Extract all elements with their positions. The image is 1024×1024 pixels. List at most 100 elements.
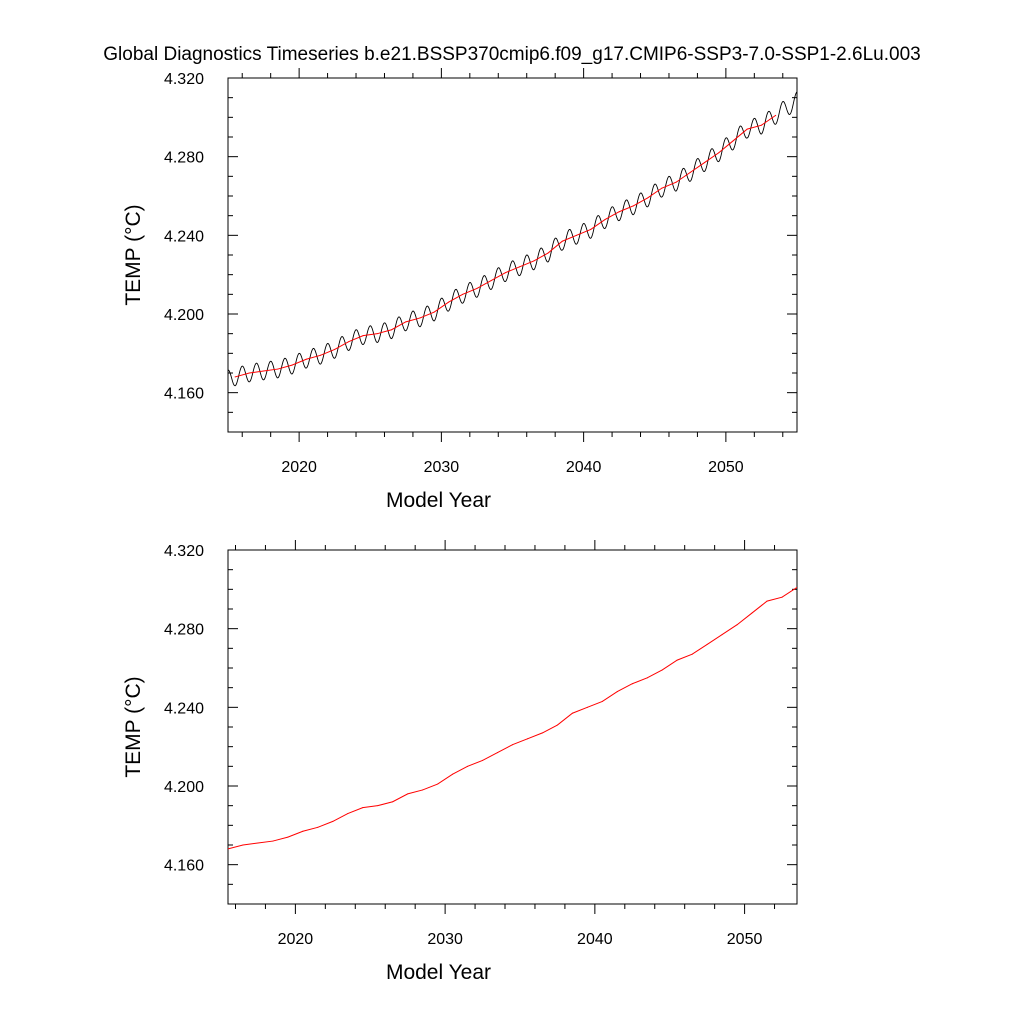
annual-mean-point <box>305 358 307 360</box>
annual-mean-point <box>601 700 603 702</box>
annual-mean-point <box>736 624 738 626</box>
y-tick-label: 4.200 <box>164 307 204 324</box>
annual-mean-point <box>433 311 435 313</box>
annual-mean-point <box>407 793 409 795</box>
y-tick-label: 4.240 <box>164 700 204 717</box>
annual-mean-point <box>647 197 649 199</box>
annual-mean-point <box>277 368 279 370</box>
x-tick-label: 2030 <box>424 459 460 476</box>
annual-mean-point <box>302 830 304 832</box>
annual-mean-point <box>526 738 528 740</box>
annual-mean-point <box>689 171 691 173</box>
annual-mean-point <box>362 807 364 809</box>
annual-mean-point <box>732 140 734 142</box>
annual-mean-point <box>519 266 521 268</box>
y-tick-label: 4.160 <box>164 386 204 403</box>
annual-mean-point <box>766 600 768 602</box>
annual-mean-point <box>467 765 469 767</box>
annual-mean-point <box>422 789 424 791</box>
x-tick-label: 2020 <box>281 459 317 476</box>
x-tick-label: 2040 <box>566 459 602 476</box>
annual-mean-point <box>347 813 349 815</box>
annual-mean-point <box>796 586 797 588</box>
annual-mean-point <box>482 759 484 761</box>
y-axis-label: TEMP (°C) <box>122 676 145 777</box>
y-axis-label: TEMP (°C) <box>122 204 145 305</box>
annual-mean-point <box>590 228 592 230</box>
series-group <box>228 91 797 387</box>
annual-mean-point <box>718 152 720 154</box>
x-tick-label: 2050 <box>708 459 744 476</box>
annual-mean-point <box>586 706 588 708</box>
y-tick-label: 4.320 <box>164 71 204 88</box>
x-tick-label: 2050 <box>727 931 763 948</box>
y-tick-label: 4.320 <box>164 543 204 560</box>
monthly-temp-line <box>228 91 797 387</box>
annual-mean-point <box>632 205 634 207</box>
annual-mean-point <box>319 354 321 356</box>
annual-mean-point <box>706 643 708 645</box>
annual-mean-point <box>646 677 648 679</box>
annual-mean-point <box>775 114 777 116</box>
annual-mean-line <box>234 114 776 378</box>
annual-mean-point <box>781 596 783 598</box>
annual-mean-point <box>497 752 499 754</box>
x-tick-label: 2040 <box>577 931 613 948</box>
annual-mean-point <box>631 683 633 685</box>
annual-mean-point <box>291 364 293 366</box>
annual-mean-point <box>447 301 449 303</box>
chart-panel-1: 4.160 4.200 4.240 4.280 4.320 2020 2030 2040 205… <box>122 68 798 512</box>
annual-mean-point <box>452 773 454 775</box>
y-tick-label: 4.280 <box>164 150 204 167</box>
annual-mean-point <box>490 280 492 282</box>
annual-mean-point <box>618 211 620 213</box>
annual-mean-point <box>376 333 378 335</box>
annual-mean-point <box>661 669 663 671</box>
annual-mean-point <box>377 805 379 807</box>
annual-mean-point <box>721 634 723 636</box>
annual-mean-line <box>228 586 797 850</box>
y-tick-label: 4.200 <box>164 779 204 796</box>
annual-mean-point <box>616 691 618 693</box>
plot-frame <box>227 77 798 433</box>
annual-mean-point <box>576 234 578 236</box>
annual-mean-point <box>760 124 762 126</box>
annual-mean-point <box>419 317 421 319</box>
annual-mean-point <box>334 348 336 350</box>
annual-mean-point <box>604 219 606 221</box>
annual-mean-point <box>676 659 678 661</box>
annual-mean-point <box>392 801 394 803</box>
annual-mean-point <box>317 826 319 828</box>
annual-mean-point <box>242 844 244 846</box>
y-tick-label: 4.280 <box>164 622 204 639</box>
series-group <box>228 586 797 850</box>
annual-mean-point <box>504 272 506 274</box>
y-tick-label: 4.160 <box>164 858 204 875</box>
annual-mean-point <box>263 370 265 372</box>
annual-mean-point <box>437 783 439 785</box>
x-axis-label: Model Year <box>386 961 491 984</box>
annual-mean-point <box>691 653 693 655</box>
annual-mean-point <box>405 321 407 323</box>
annual-mean-point <box>512 744 513 746</box>
annual-mean-point <box>675 181 677 183</box>
chart-panel-2: 4.160 4.200 4.240 4.280 4.320 2020 2030 2040 205… <box>122 540 798 984</box>
annual-mean-point <box>348 341 350 343</box>
annual-mean-point <box>462 293 464 295</box>
x-tick-label: 2030 <box>427 931 463 948</box>
x-axis-label: Model Year <box>386 489 491 512</box>
annual-mean-point <box>571 712 573 714</box>
annual-mean-point <box>661 187 663 189</box>
annual-mean-point <box>248 372 250 374</box>
annual-mean-point <box>556 724 558 726</box>
plot-frame <box>227 549 798 905</box>
annual-mean-point <box>272 840 274 842</box>
annual-mean-point <box>362 335 364 337</box>
annual-mean-point <box>391 329 393 331</box>
annual-mean-point <box>228 848 229 850</box>
annual-mean-point <box>547 252 549 254</box>
annual-mean-point <box>476 287 478 289</box>
annual-mean-point <box>746 128 748 130</box>
x-tick-label: 2020 <box>278 931 314 948</box>
